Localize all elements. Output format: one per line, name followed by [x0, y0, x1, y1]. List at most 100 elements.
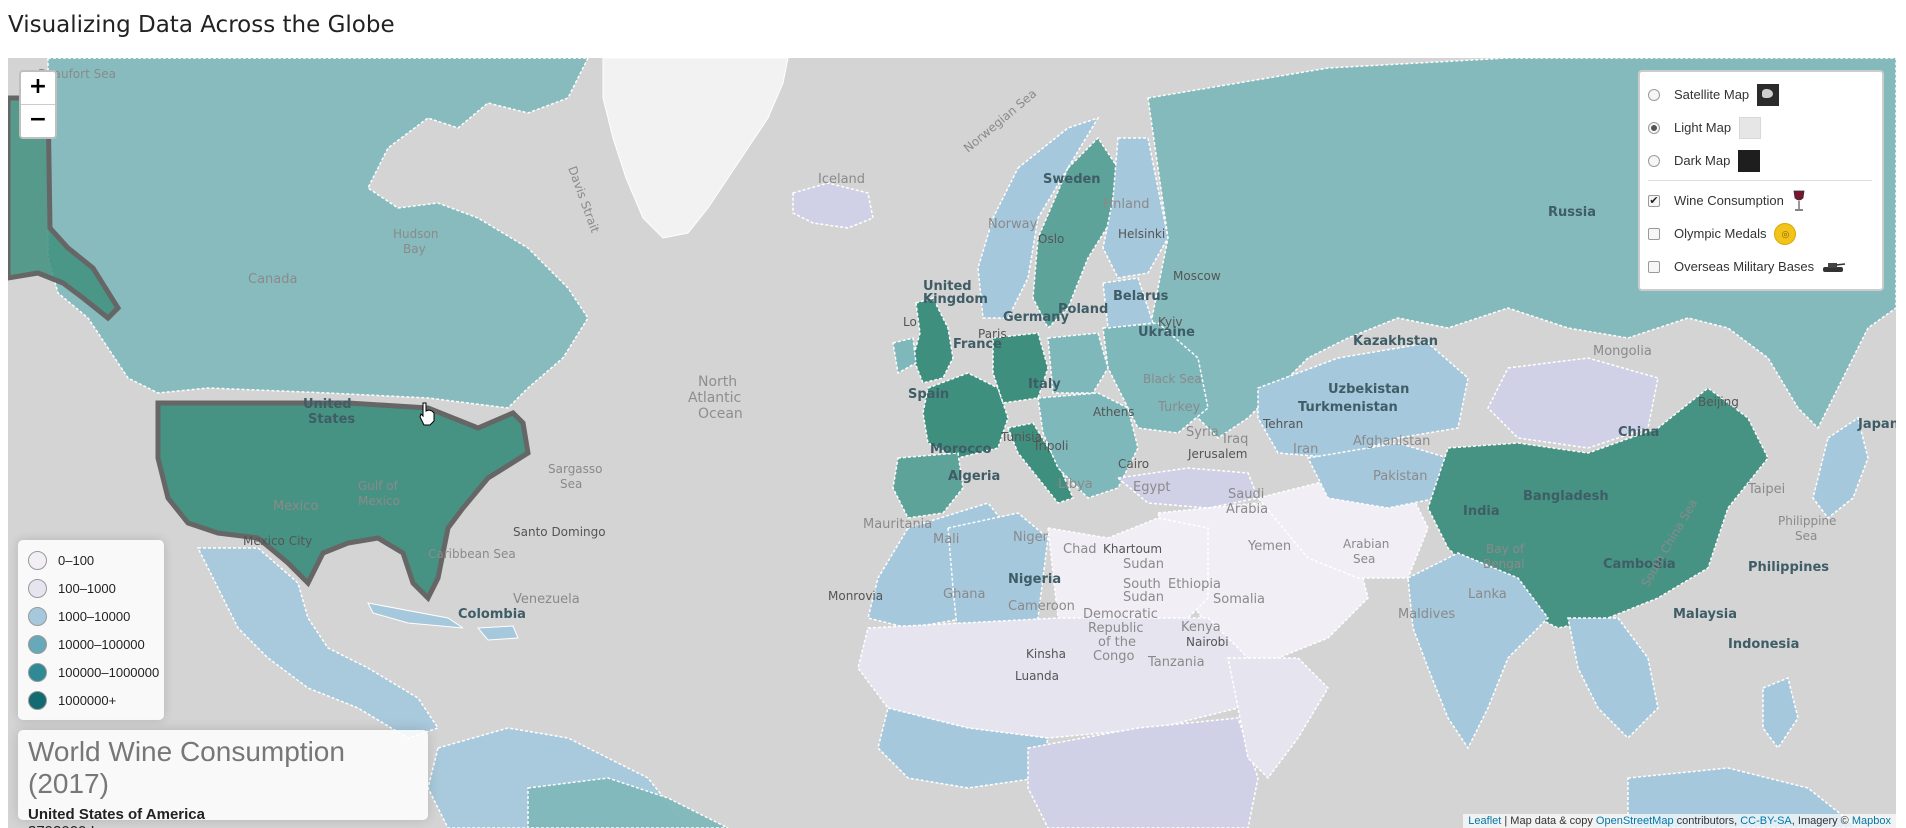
olympic-medals-checkbox[interactable]: [1648, 227, 1660, 240]
italy[interactable]: [1006, 422, 1075, 504]
legend-item: 100000–1000000: [28, 658, 164, 686]
finland[interactable]: [1102, 137, 1169, 279]
map[interactable]: Beaufort Sea Canada Hudson Bay Davis Str…: [8, 58, 1896, 828]
label-cameroon: Cameroon: [1008, 599, 1075, 614]
zoom-out-button[interactable]: −: [21, 104, 55, 137]
label-south-sudan-2: Sudan: [1123, 590, 1164, 605]
label-sargasso: Sargasso: [548, 462, 603, 476]
layer-light[interactable]: Light Map: [1648, 111, 1872, 144]
united-kingdom[interactable]: [912, 297, 954, 384]
kazakhstan[interactable]: [1257, 342, 1469, 459]
satellite-thumb-icon: [1757, 83, 1780, 106]
mapbox-link[interactable]: Mapbox: [1851, 815, 1891, 827]
label-pakistan: Pakistan: [1373, 469, 1427, 484]
china[interactable]: [1427, 387, 1769, 629]
overlay-military[interactable]: Overseas Military Bases: [1648, 250, 1872, 283]
philippines[interactable]: [1762, 676, 1799, 750]
label-khartoum: Khartoum: [1103, 542, 1162, 556]
label-united-states-2: States: [308, 412, 355, 427]
spain[interactable]: [892, 452, 964, 519]
libya-egypt[interactable]: [1047, 517, 1209, 639]
ireland[interactable]: [892, 337, 917, 375]
label-drc: Democratic: [1083, 607, 1158, 622]
wine-glass-icon: [1793, 190, 1805, 211]
east-africa[interactable]: [1227, 657, 1329, 780]
label-luanda: Luanda: [1015, 669, 1059, 683]
military-bases-checkbox[interactable]: [1648, 260, 1660, 273]
label-spain: Spain: [908, 387, 949, 402]
label-ghana: Ghana: [943, 587, 986, 602]
satellite-map-radio[interactable]: [1648, 88, 1660, 101]
japan[interactable]: [1812, 416, 1869, 520]
label-niger: Niger: [1013, 530, 1049, 545]
overlay-olympic[interactable]: Olympic Medals ◎: [1648, 217, 1872, 250]
label-kyiv: Kyiv: [1158, 315, 1183, 329]
cuba[interactable]: [367, 602, 464, 629]
label-mali: Mali: [933, 532, 959, 547]
legend: 0–100 100–1000 1000–10000 10000–100000 1…: [18, 540, 164, 720]
greenland[interactable]: [602, 58, 789, 239]
wine-consumption-checkbox[interactable]: ✔: [1648, 194, 1660, 207]
info-country: United States of America: [28, 806, 205, 823]
mongolia[interactable]: [1487, 357, 1659, 449]
label-china: China: [1618, 425, 1659, 440]
germany[interactable]: [992, 332, 1049, 404]
label-kazakhstan: Kazakhstan: [1353, 334, 1438, 349]
map-canvas[interactable]: Beaufort Sea Canada Hudson Bay Davis Str…: [8, 58, 1896, 828]
openstreetmap-link[interactable]: OpenStreetMap: [1595, 815, 1674, 827]
label-drc-2: Republic: [1088, 621, 1144, 636]
central-asia[interactable]: [1306, 442, 1449, 509]
france[interactable]: [922, 372, 1009, 459]
brazil[interactable]: [527, 777, 729, 828]
india[interactable]: [1407, 552, 1549, 750]
label-japan: Japan: [1857, 417, 1896, 432]
label-athens: Athens: [1093, 405, 1135, 419]
central-africa[interactable]: [1027, 717, 1259, 828]
label-uzbekistan: Uzbekistan: [1328, 382, 1409, 397]
label-north-atlantic-2: Atlantic: [688, 390, 741, 406]
sweden[interactable]: [1032, 136, 1119, 330]
label-north-atlantic: North: [698, 374, 737, 390]
mexico[interactable]: [196, 547, 440, 739]
label-hudson-bay-2: Bay: [403, 242, 426, 256]
southeast-asia[interactable]: [1567, 617, 1659, 740]
layer-dark[interactable]: Dark Map: [1648, 144, 1872, 177]
legend-swatch: [28, 578, 47, 598]
label-colombia: Colombia: [458, 607, 526, 622]
label-bay-bengal: Bay of: [1486, 542, 1525, 556]
canada[interactable]: [47, 58, 589, 409]
alaska[interactable]: [8, 95, 122, 322]
label-sargasso-2: Sea: [560, 477, 582, 491]
label-black-sea: Black Sea: [1143, 372, 1202, 386]
license-link[interactable]: CC-BY-SA: [1740, 815, 1792, 827]
label-turkmenistan: Turkmenistan: [1298, 400, 1398, 415]
label-tripoli: Tripoli: [1032, 439, 1068, 453]
label-arabian-sea: Arabian: [1343, 537, 1389, 551]
label-south-sudan: South: [1123, 577, 1161, 592]
united-states[interactable]: [155, 400, 531, 603]
dark-map-radio[interactable]: [1648, 154, 1660, 167]
overlay-wine[interactable]: ✔ Wine Consumption: [1648, 184, 1872, 217]
baltics[interactable]: [1102, 277, 1155, 329]
label-syria: Syria: [1186, 425, 1219, 440]
label-mexico: Mexico: [273, 499, 318, 514]
layer-label: Satellite Map: [1674, 87, 1750, 102]
leaflet-link[interactable]: Leaflet: [1468, 815, 1502, 827]
light-map-radio[interactable]: [1648, 121, 1660, 134]
layer-satellite[interactable]: Satellite Map: [1648, 78, 1872, 111]
label-gulf-mexico: Gulf of: [358, 479, 399, 493]
legend-label: 100000–1000000: [58, 664, 160, 680]
attribution: Leaflet | Map data & copy OpenStreetMap …: [1463, 814, 1896, 828]
central-europe[interactable]: [1037, 392, 1139, 499]
iceland[interactable]: [792, 182, 874, 229]
west-africa[interactable]: [877, 707, 1049, 789]
belarus-ukraine[interactable]: [1102, 322, 1209, 434]
legend-swatch: [28, 550, 47, 570]
poland[interactable]: [1047, 332, 1109, 394]
hispaniola[interactable]: [476, 625, 519, 641]
hand-cursor-icon: [419, 402, 435, 426]
label-sweden: Sweden: [1043, 172, 1101, 187]
label-afghanistan: Afghanistan: [1353, 434, 1430, 449]
zoom-in-button[interactable]: +: [28, 74, 48, 99]
label-bangladesh: Bangladesh: [1523, 489, 1609, 504]
